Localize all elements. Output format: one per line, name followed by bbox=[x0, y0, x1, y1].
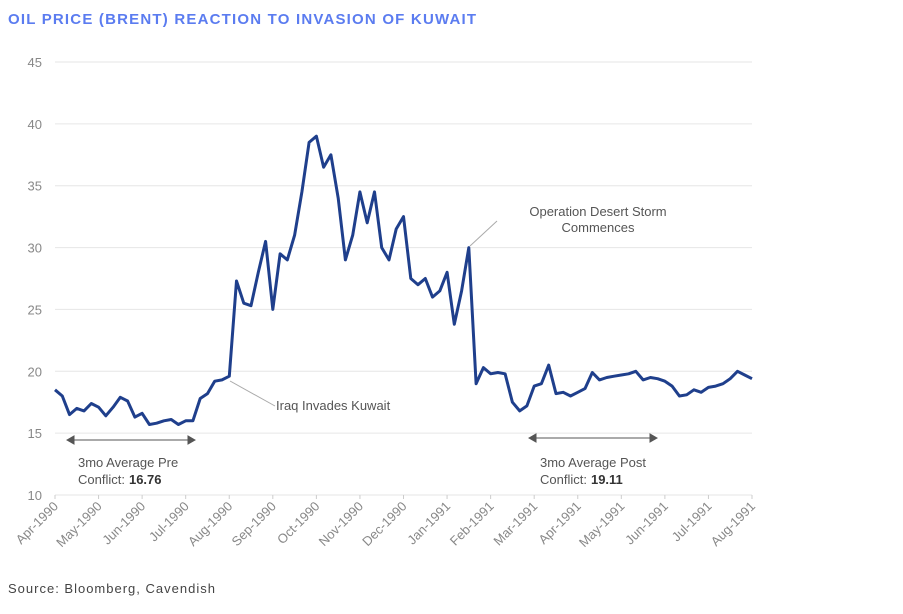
y-tick-label: 45 bbox=[28, 55, 42, 70]
x-tick-label: Sep-1990 bbox=[228, 499, 278, 549]
annotation: Commences bbox=[562, 220, 635, 235]
leader-line bbox=[229, 380, 276, 407]
x-tick-label: Dec-1990 bbox=[359, 499, 409, 549]
annotation: Operation Desert Storm bbox=[529, 204, 666, 219]
y-tick-label: 30 bbox=[28, 241, 42, 256]
chart-title: OIL PRICE (BRENT) REACTION TO INVASION O… bbox=[8, 11, 477, 28]
post-average-label: 3mo Average Post bbox=[540, 455, 646, 470]
label: Conflict: bbox=[540, 472, 587, 487]
x-tick-label: Nov-1990 bbox=[316, 499, 366, 549]
post-range-arrow bbox=[527, 433, 659, 443]
average-value: 19.11 bbox=[591, 472, 623, 487]
x-tick-label: Aug-1990 bbox=[185, 499, 235, 549]
x-tick-label: May-1991 bbox=[576, 499, 627, 550]
annotation: Iraq Invades Kuwait bbox=[276, 398, 391, 413]
x-tick-label: Jun-1990 bbox=[99, 499, 148, 548]
pre-average-label: Conflict: 16.76 bbox=[78, 472, 162, 487]
leader-line bbox=[469, 220, 498, 247]
x-tick-label: Oct-1990 bbox=[274, 499, 322, 547]
price-line bbox=[54, 134, 753, 426]
x-tick-label: Aug-1991 bbox=[708, 499, 758, 549]
x-tick-label: Mar-1991 bbox=[490, 499, 540, 549]
label: Conflict: bbox=[78, 472, 125, 487]
y-tick-label: 40 bbox=[28, 117, 42, 132]
x-tick-label: Feb-1991 bbox=[447, 499, 497, 549]
average-value: 16.76 bbox=[129, 472, 162, 487]
y-tick-label: 25 bbox=[28, 302, 42, 317]
pre-average-label: 3mo Average Pre bbox=[78, 455, 178, 470]
y-tick-label: 10 bbox=[28, 488, 42, 503]
x-tick-label: Jun-1991 bbox=[622, 499, 671, 548]
y-tick-label: 15 bbox=[28, 426, 42, 441]
x-tick-label: Jan-1991 bbox=[404, 499, 453, 548]
y-tick-label: 20 bbox=[28, 364, 42, 379]
y-tick-label: 35 bbox=[28, 179, 42, 194]
pre-range-arrow bbox=[65, 435, 197, 445]
x-tick-label: May-1990 bbox=[53, 499, 104, 550]
post-average-label: Conflict: 19.11 bbox=[540, 472, 623, 487]
source: Source: Bloomberg, Cavendish bbox=[8, 581, 216, 596]
